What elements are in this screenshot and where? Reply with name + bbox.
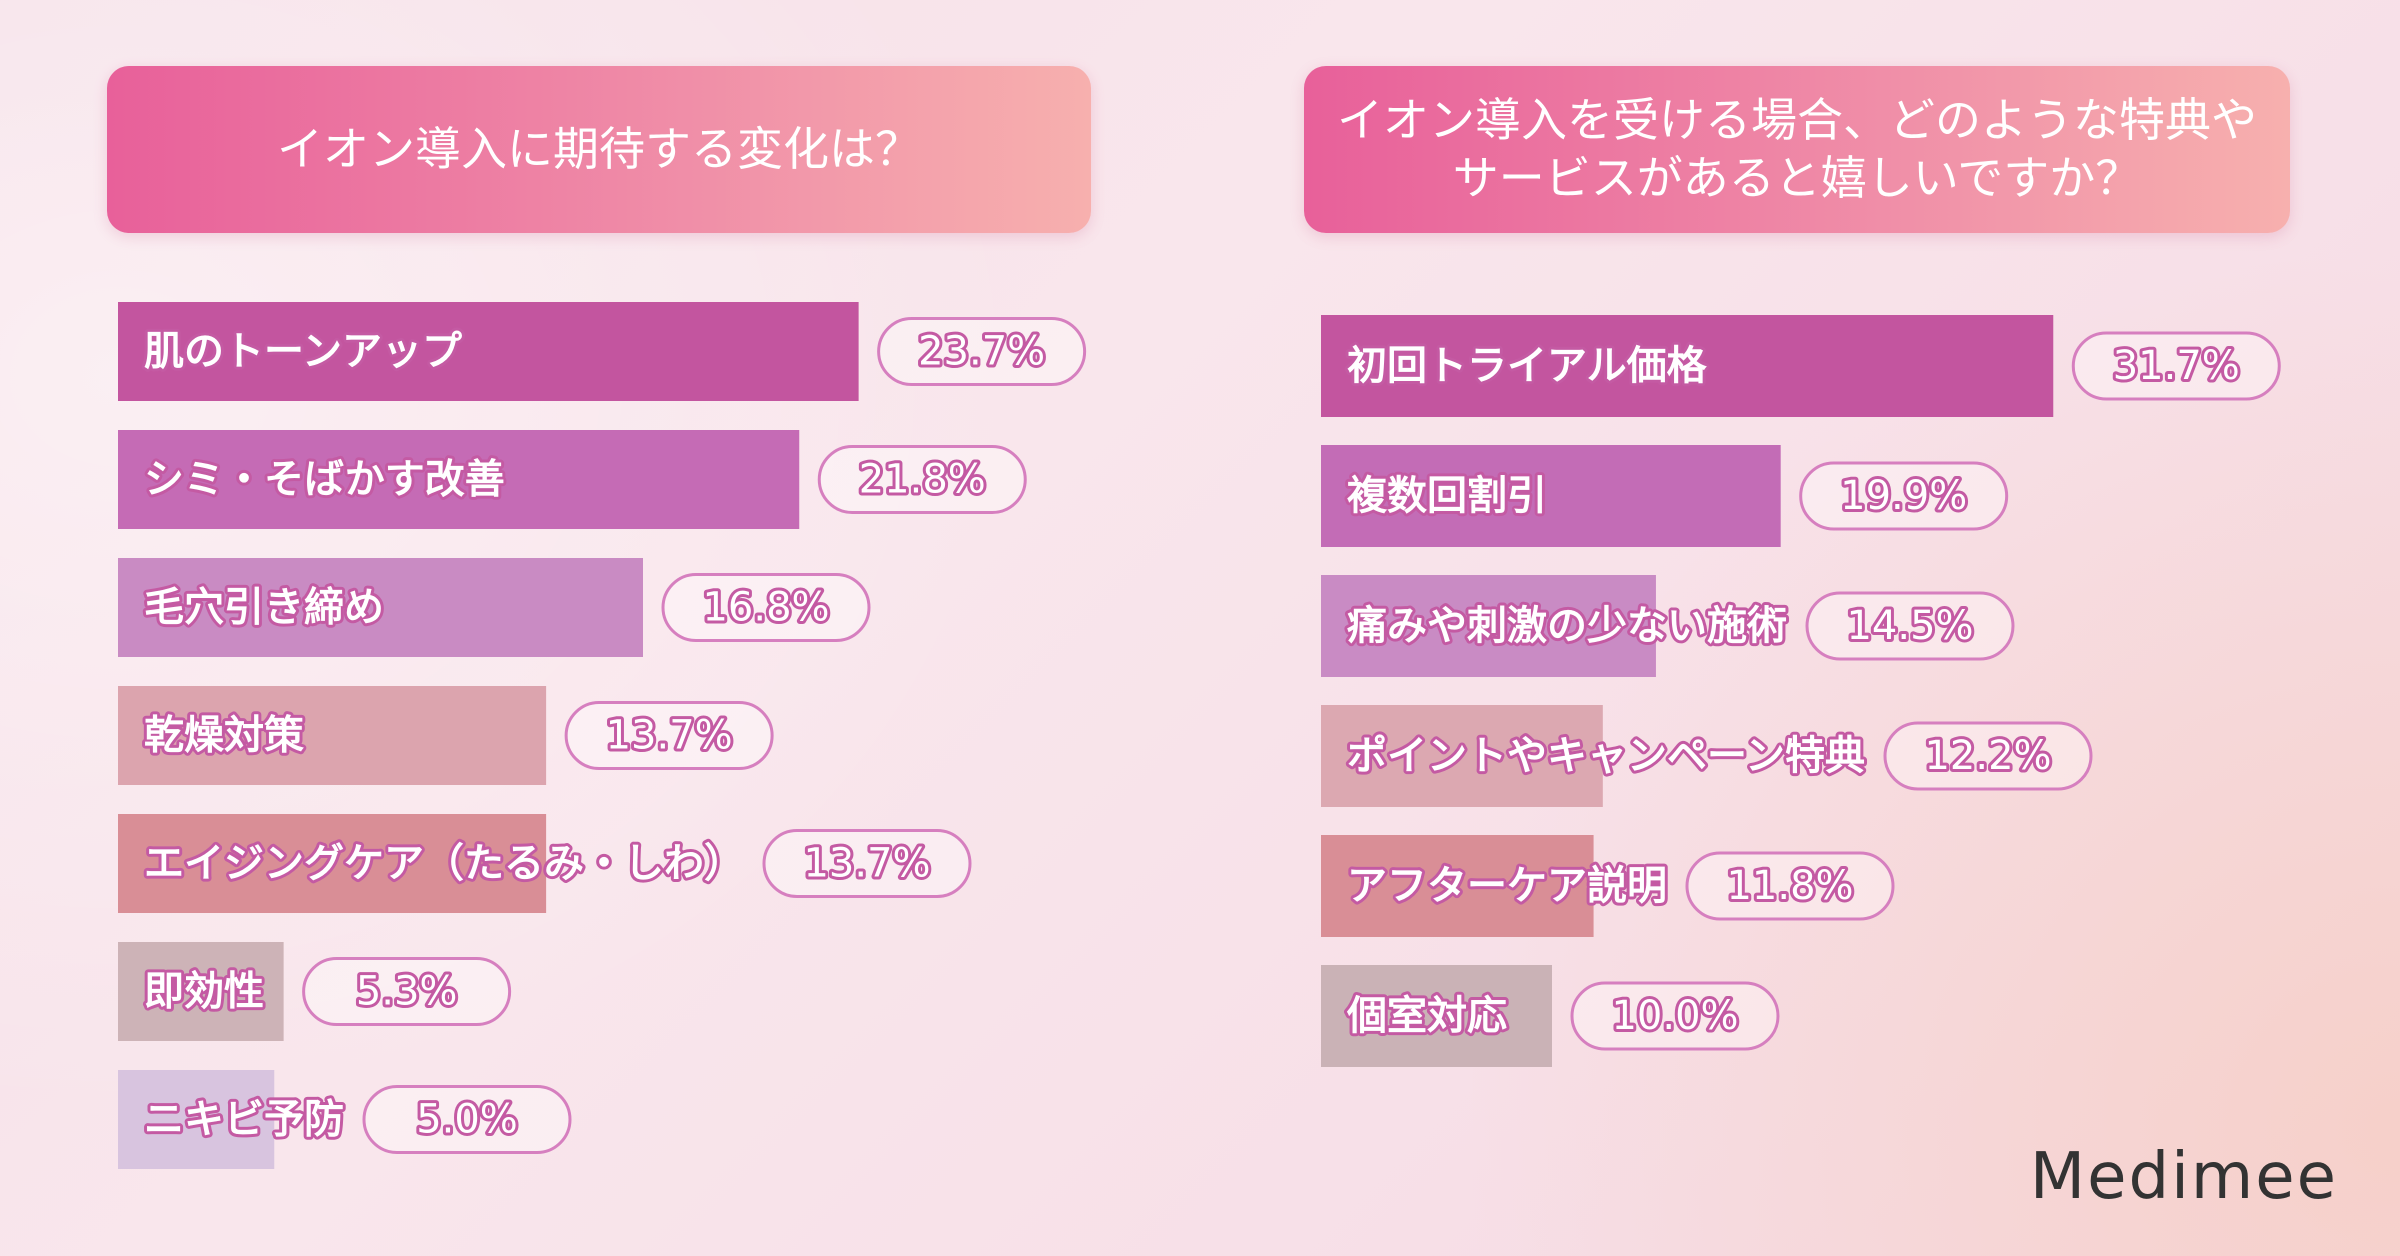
category-label: エイジングケア（たるみ・しわ） [144,841,744,887]
bar [1321,315,2054,417]
bar [118,430,800,529]
brand-logo: Medimee [2029,1140,2338,1214]
value-label: 12.2% [1924,733,2051,779]
value-label: 21.8% [859,457,986,503]
bar [1321,575,1656,677]
category-label: 個室対応 [1346,993,1507,1039]
value-label: 31.7% [2113,343,2240,389]
bar [118,686,547,785]
value-pill [661,573,871,642]
value-pill [362,1085,572,1154]
value-pill [1570,981,1780,1051]
category-label: アフターケア説明 [1347,863,1667,909]
category-label: 即効性 [144,969,264,1015]
value-pill [762,829,972,898]
chart-title: イオン導入を受ける場合、どのような特典や サービスがあると嬉しいですか？ [1304,66,2290,233]
value-pill [1799,461,2009,531]
value-pill [1883,721,2093,791]
category-label: 初回トライアル価格 [1347,343,1708,389]
bar [118,1070,275,1169]
bar [1321,445,1781,547]
category-label: 痛みや刺激の少ない施術 [1347,603,1787,649]
value-label: 10.0% [1611,993,1738,1039]
value-pill [877,317,1087,386]
bar [118,558,643,657]
value-label: 16.8% [702,585,829,631]
category-label: 毛穴引き締め [144,585,384,631]
value-pill [1805,591,2015,661]
value-label: 13.7% [803,841,930,887]
bar [1321,965,1552,1067]
chart-title: イオン導入に期待する変化は？ [107,66,1091,233]
category-label: ニキビ予防 [144,1097,344,1143]
value-pill [564,701,774,770]
value-pill [302,957,512,1026]
category-label: ポイントやキャンペーン特典 [1347,733,1865,779]
bar [1321,705,1603,807]
value-label: 5.0% [416,1097,518,1143]
bar [118,942,284,1041]
bar [1321,835,1594,937]
value-label: 13.7% [606,713,733,759]
category-label: 複数回割引 [1347,473,1547,519]
category-label: シミ・そばかす改善 [144,457,505,503]
value-label: 23.7% [918,329,1045,375]
value-label: 14.5% [1846,603,1973,649]
category-label: 肌のトーンアップ [144,329,462,375]
bar [118,814,547,913]
bar [118,302,859,401]
value-pill [1685,851,1895,921]
category-label: 乾燥対策 [144,713,304,759]
value-pill [817,445,1027,514]
value-label: 19.9% [1840,473,1967,519]
value-label: 5.3% [356,969,458,1015]
value-pill [2071,331,2281,401]
value-label: 11.8% [1726,863,1853,909]
